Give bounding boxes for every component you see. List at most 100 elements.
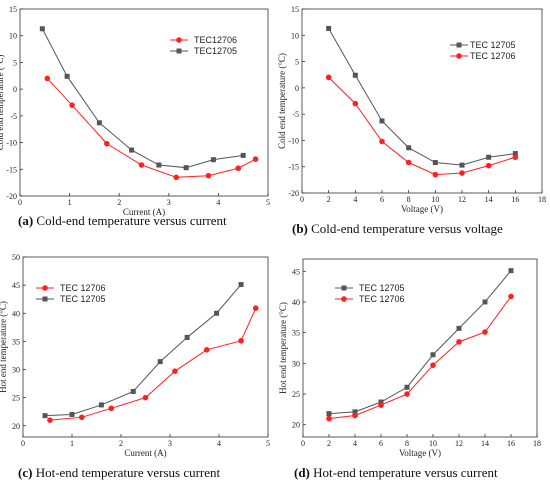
data-point [98,402,104,408]
x-tick-label: 3 [168,439,172,448]
x-tick-label: 8 [405,439,409,448]
data-point [352,409,358,415]
data-point [69,102,75,108]
data-point [214,310,220,316]
x-tick-label: 8 [407,195,411,204]
data-point [379,118,385,124]
y-tick-label: 5 [13,58,17,67]
x-tick-label: 14 [481,439,489,448]
caption-tag-b: (b) [292,221,308,236]
data-point [69,412,75,417]
data-point [142,394,149,401]
y-axis-label: Hot end temperature (°C) [278,302,288,394]
x-axis-label: Current (A) [123,207,165,217]
data-point [432,160,438,166]
plot-frame [301,8,543,194]
y-tick-label: -10 [288,136,299,145]
caption-d: (d) Hot-end temperature versus current [294,465,498,481]
data-point [378,399,384,405]
data-point [352,100,359,107]
x-axis-label: Voltage (V) [399,448,441,458]
caption-tag-a: (a) [18,213,34,228]
data-point [512,154,519,161]
y-axis-label: Cold end temperature (°C) [0,55,5,151]
data-point [39,26,45,32]
data-point [486,154,492,160]
legend-label: TEC 12705 [60,294,106,304]
data-point [183,165,189,171]
data-point [352,412,358,419]
caption-text-a: Cold-end temperature versus current [36,213,227,228]
x-axis-label: Voltage (V) [401,204,443,214]
series-line [46,78,256,178]
x-tick-label: 6 [379,439,383,448]
data-point [203,347,210,353]
y-axis-label: Hot end temperature (°C) [0,301,8,393]
data-point [157,359,163,365]
data-point [44,75,51,82]
data-point [512,151,518,157]
series-line [45,284,242,417]
data-point [379,138,385,145]
y-tick-label: 15 [9,5,17,14]
y-tick-label: -5 [10,112,17,121]
x-tick-label: 12 [458,195,466,204]
x-tick-label: 2 [327,439,331,448]
caption-c: (c) Hot-end temperature versus current [18,465,220,481]
caption-text-d: Hot-end temperature versus current [313,465,498,480]
y-tick-label: 40 [292,298,300,307]
legend-label: TEC 12705 [470,40,516,50]
x-tick-label: 4 [353,195,357,204]
series-line [328,270,512,415]
legend-label: TEC 12705 [359,283,405,293]
data-point [130,388,136,394]
legend-marker [42,296,48,302]
series-line [49,307,257,421]
data-point [326,411,332,417]
data-point [108,405,114,412]
y-tick-label: 35 [292,329,300,338]
y-tick-label: 45 [292,267,300,276]
y-tick-label: 45 [12,281,20,290]
x-tick-label: 12 [455,439,463,448]
y-axis-label: Cold end temperature (°C) [277,53,287,149]
x-tick-label: 16 [511,195,519,204]
data-point [378,402,384,408]
series-line [328,296,512,420]
legend-label: TEC12706 [194,35,237,45]
x-axis-label: Current (A) [124,448,166,458]
x-tick-label: 1 [68,198,72,207]
data-point [129,147,135,153]
caption-b: (b) Cold-end temperature versus voltage [292,221,503,237]
legend-marker [341,296,347,302]
y-tick-label: 0 [295,84,299,93]
x-tick-label: 5 [266,198,270,207]
data-point [432,171,439,178]
x-tick-label: 14 [485,195,493,204]
data-point [404,391,410,397]
y-tick-label: -15 [288,163,299,172]
legend-marker [42,285,48,291]
legend-label: TEC 12706 [359,294,405,304]
y-tick-label: 50 [12,253,20,262]
y-tick-label: 10 [291,31,299,40]
legend-marker [176,37,182,43]
x-tick-label: 4 [353,439,357,448]
plot-frame [19,8,269,197]
data-point [430,352,436,358]
data-point [156,162,162,168]
data-point [252,156,259,162]
x-tick-label: 0 [18,198,22,207]
data-point [406,145,412,151]
x-tick-label: 3 [167,198,171,207]
data-point [104,140,110,147]
x-tick-label: 0 [300,195,304,204]
y-tick-label: 35 [12,337,20,346]
data-point [482,299,488,305]
data-point [252,305,259,311]
data-point [64,73,70,79]
caption-tag-d: (d) [294,465,310,480]
data-point [405,159,412,166]
x-tick-label: 2 [119,439,123,448]
